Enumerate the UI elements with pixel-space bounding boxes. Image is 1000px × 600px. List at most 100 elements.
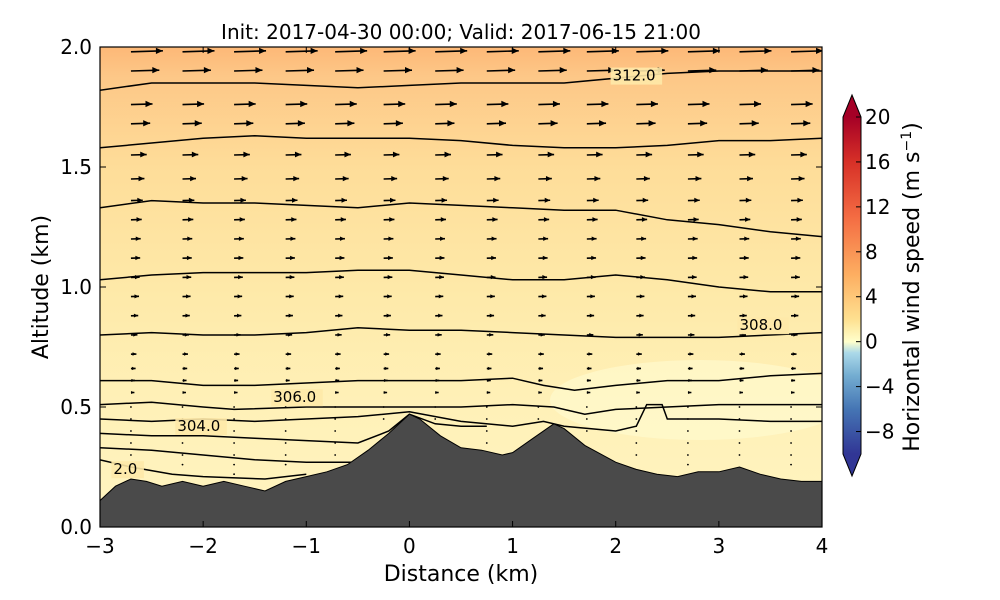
- wind-vector: [635, 418, 638, 420]
- wind-vector: [585, 418, 588, 420]
- wind-vector: [434, 418, 437, 420]
- contour-311: [100, 135, 822, 149]
- wind-vector: [182, 390, 187, 395]
- wind-vector: [687, 100, 710, 108]
- wind-vector: [636, 378, 641, 383]
- colorbar-tick-label: 16: [865, 150, 890, 174]
- wind-vector: [586, 378, 591, 383]
- wind-vector: [636, 390, 640, 395]
- wind-vector: [538, 255, 548, 261]
- wind-vector: [334, 454, 337, 456]
- wind-vector: [285, 66, 315, 74]
- wind-vector: [790, 406, 792, 408]
- wind-vector: [383, 120, 403, 127]
- wind-vector: [181, 454, 184, 456]
- wind-vector: [285, 332, 293, 337]
- wind-vector: [586, 217, 598, 222]
- wind-vector: [739, 366, 745, 371]
- wind-vector: [334, 418, 337, 420]
- wind-vector: [486, 294, 495, 299]
- wind-vector: [182, 366, 188, 371]
- wind-vector: [234, 313, 242, 318]
- wind-vector: [335, 255, 345, 261]
- wind-vector: [790, 463, 792, 466]
- wind-vector: [538, 217, 550, 222]
- contour-labels: 2.0 304.0 306.0 308.0 312.0: [111, 67, 789, 479]
- wind-vector: [738, 442, 741, 444]
- wind-vector: [687, 294, 696, 299]
- wind-vector: [739, 217, 751, 222]
- wind-vector: [182, 217, 194, 222]
- wind-vector: [486, 390, 491, 395]
- wind-vector: [335, 294, 344, 299]
- wind-vector: [234, 255, 244, 261]
- wind-vector: [233, 406, 235, 408]
- wind-vector: [635, 454, 638, 456]
- wind-vector: [182, 294, 191, 299]
- wind-vector: [586, 332, 594, 337]
- x-tick-label: 3: [712, 534, 725, 558]
- colorbar: 20 16 12 8 4 0 −4 −8 Horizontal wind speed (m s…: [842, 93, 925, 478]
- wind-vector: [182, 197, 195, 203]
- wind-vector: [791, 47, 822, 54]
- wind-vector: [790, 454, 792, 456]
- wind-vector: [182, 313, 190, 318]
- wind-vector: [130, 390, 135, 395]
- wind-vector: [130, 255, 141, 261]
- contour-label: 306.0: [273, 388, 316, 406]
- wind-vector: [687, 255, 698, 261]
- wind-vectors: [130, 47, 822, 476]
- wind-vector: [739, 197, 752, 203]
- wind-vector: [485, 406, 488, 408]
- y-tick-label: 0.0: [60, 515, 92, 539]
- x-tick-label: 0: [403, 534, 416, 558]
- wind-vector: [485, 430, 488, 432]
- wind-vector: [435, 313, 443, 318]
- terrain: [100, 413, 822, 527]
- wind-vector: [739, 175, 753, 182]
- wind-vector: [486, 366, 492, 371]
- wind-vector: [182, 151, 199, 158]
- wind-vector: [687, 197, 700, 203]
- x-tick-label: 2: [609, 534, 622, 558]
- wind-vector: [738, 418, 741, 420]
- wind-vector: [636, 217, 648, 222]
- x-axis: −3 −2 −1 0 1 2 3 4: [85, 47, 828, 558]
- wind-vector: [636, 175, 650, 182]
- wind-vector: [435, 151, 451, 158]
- colorbar-label-main: Horizontal wind speed (m s: [900, 151, 925, 451]
- wind-vector: [383, 275, 393, 280]
- wind-vector: [285, 236, 296, 241]
- wind-vector: [130, 406, 132, 408]
- wind-vector: [234, 100, 256, 108]
- colorbar-tick-label: −8: [865, 420, 894, 444]
- wind-vector: [285, 378, 290, 383]
- wind-vector: [383, 151, 400, 158]
- wind-vector: [285, 275, 295, 280]
- wind-vector: [687, 352, 694, 356]
- wind-vector: [687, 217, 699, 222]
- wind-vector: [335, 217, 346, 222]
- wind-vector: [335, 332, 342, 337]
- wind-vector: [382, 418, 385, 420]
- wind-vector: [130, 197, 143, 203]
- wind-vector: [234, 120, 254, 127]
- wind-vector: [635, 442, 638, 444]
- wind-vector: [791, 197, 803, 203]
- contour-label: 304.0: [177, 417, 220, 435]
- wind-vector: [586, 294, 595, 299]
- wind-vector: [234, 175, 248, 182]
- contour-304: [100, 413, 487, 444]
- wind-vector: [335, 175, 349, 182]
- wind-vector: [791, 151, 807, 158]
- y-axis: 0.0 0.5 1.0 1.5 2.0: [60, 35, 822, 539]
- contour-label: 2.0: [113, 460, 137, 478]
- wind-vector: [790, 418, 792, 420]
- wind-vector: [687, 332, 695, 337]
- wind-vector: [485, 418, 488, 420]
- wind-vector: [538, 275, 548, 280]
- wind-vector: [435, 352, 441, 356]
- wind-vector: [130, 430, 132, 432]
- wind-vector: [738, 454, 741, 456]
- wind-vector: [435, 175, 449, 182]
